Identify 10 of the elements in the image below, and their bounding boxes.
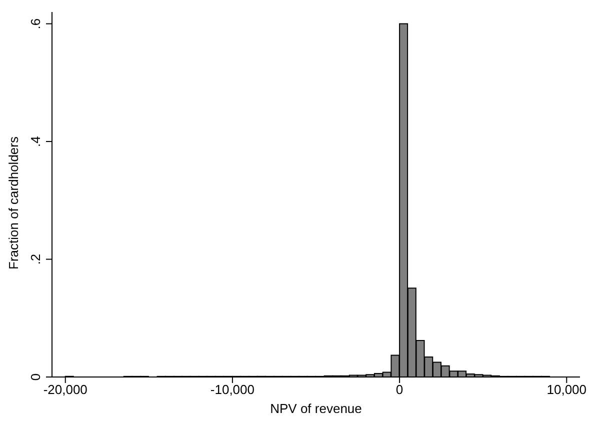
x-tick-label: -10,000: [210, 382, 255, 398]
y-tick-label: .4: [28, 136, 43, 147]
y-axis-title: Fraction of cardholders: [6, 136, 21, 270]
x-tick-label: 0: [396, 382, 404, 398]
x-tick-label: 10,000: [546, 382, 587, 398]
x-tick-label: -20,000: [43, 382, 88, 398]
y-tick-label: 0: [28, 373, 43, 381]
y-tick-label: .2: [28, 254, 43, 265]
x-axis-title: NPV of revenue: [270, 401, 362, 416]
y-tick-label: .6: [28, 18, 43, 30]
